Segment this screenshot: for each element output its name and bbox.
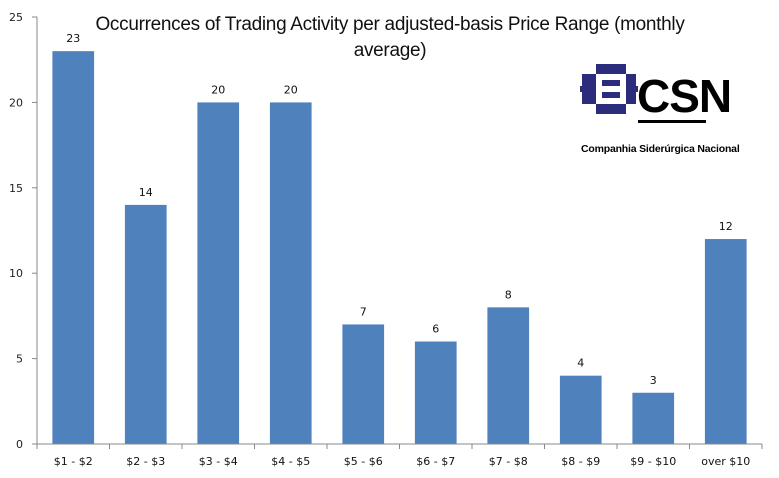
bar bbox=[487, 307, 530, 444]
bar bbox=[197, 102, 240, 445]
csn-logo bbox=[580, 64, 706, 123]
bar bbox=[124, 204, 167, 444]
data-label: 20 bbox=[211, 83, 225, 96]
chart-title-line-1: Occurrences of Trading Activity per adju… bbox=[95, 14, 685, 35]
x-tick-label: over $10 bbox=[701, 455, 750, 468]
data-label: 4 bbox=[577, 357, 584, 370]
y-tick-label: 0 bbox=[16, 438, 23, 451]
logo-underline bbox=[638, 120, 706, 123]
data-labels: 23 14 20 20 7 6 8 4 3 12 bbox=[66, 32, 733, 387]
data-label: 23 bbox=[66, 32, 80, 45]
x-tick-label: $6 - $7 bbox=[416, 455, 455, 468]
bar bbox=[559, 375, 602, 444]
bars bbox=[52, 51, 747, 445]
x-tick-label: $5 - $6 bbox=[344, 455, 383, 468]
bar bbox=[632, 392, 675, 444]
data-label: 20 bbox=[284, 83, 298, 96]
x-tick-label: $4 - $5 bbox=[271, 455, 310, 468]
x-tick-label: $2 - $3 bbox=[126, 455, 165, 468]
data-label: 6 bbox=[432, 323, 439, 336]
x-tick-label: $3 - $4 bbox=[199, 455, 238, 468]
bar bbox=[414, 341, 457, 444]
x-tick-label: $7 - $8 bbox=[489, 455, 528, 468]
bar bbox=[52, 51, 95, 444]
x-tick-label: $8 - $9 bbox=[561, 455, 600, 468]
y-axis: 0 5 10 15 20 25 bbox=[9, 11, 38, 451]
x-axis: $1 - $2 $2 - $3 $3 - $4 $4 - $5 $5 - $6 $6 - … bbox=[36, 443, 763, 468]
y-tick-label: 5 bbox=[16, 353, 23, 366]
csn-emblem-icon bbox=[580, 64, 638, 114]
y-tick-label: 25 bbox=[9, 11, 23, 24]
data-label: 7 bbox=[360, 305, 367, 318]
chart-title: Occurrences of Trading Activity per adju… bbox=[60, 12, 720, 64]
y-tick-label: 20 bbox=[9, 96, 23, 109]
chart-title-line-2: average) bbox=[353, 40, 427, 61]
y-tick-label: 15 bbox=[9, 182, 23, 195]
bar bbox=[342, 324, 385, 444]
data-label: 12 bbox=[719, 220, 733, 233]
x-tick-label: $9 - $10 bbox=[630, 455, 676, 468]
data-label: 14 bbox=[139, 186, 153, 199]
logo-wordmark: CSN bbox=[637, 70, 732, 122]
logo-caption: Companhia Siderúrgica Nacional bbox=[581, 143, 740, 155]
x-tick-label: $1 - $2 bbox=[54, 455, 93, 468]
y-tick-label: 10 bbox=[9, 267, 23, 280]
bar bbox=[269, 102, 312, 445]
data-label: 3 bbox=[650, 374, 657, 387]
data-label: 8 bbox=[505, 288, 512, 301]
bar bbox=[704, 239, 747, 444]
